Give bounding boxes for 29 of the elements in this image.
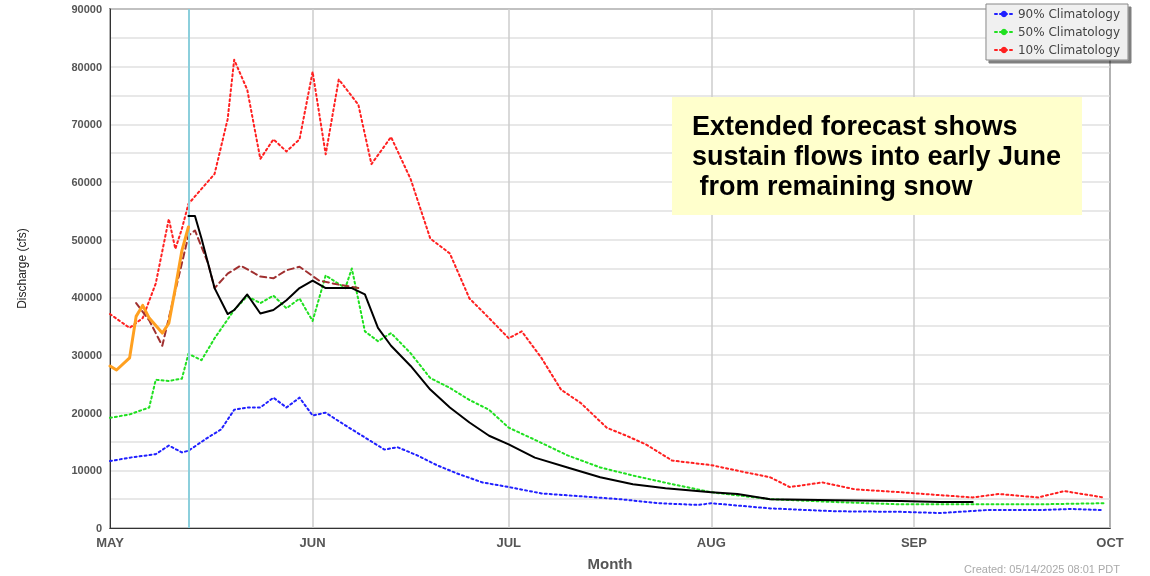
line-series [109, 58, 1105, 499]
x-tick-label: SEP [900, 535, 928, 550]
y-tick-label: 50000 [71, 233, 102, 246]
x-tick-label: JUL [496, 535, 522, 550]
line-series [108, 225, 190, 372]
legend-label: 50% Climatology [1017, 25, 1121, 39]
y-axis-title: Discharge (cfs) [15, 228, 29, 309]
annotation: Extended forecast shows sustain flows into early June from remaining snow [692, 111, 1062, 201]
x-tick-label: AUG [696, 535, 726, 550]
text: Created: 05/14/2025 08:01 PDT [964, 562, 1121, 575]
y-tick-label: 30000 [71, 349, 102, 361]
legend-label: 10% Climatology [1017, 43, 1121, 57]
x-tick-label: MAY [96, 535, 125, 550]
y-tick-label: 90000 [71, 3, 102, 15]
y-tick-label: 60000 [71, 176, 102, 188]
line-series [187, 215, 974, 504]
line-series [135, 229, 360, 347]
y-tick-label: 70000 [71, 118, 102, 131]
x-tick-label: JUN [299, 535, 326, 550]
y-tick-label: 0 [95, 522, 102, 534]
x-axis-title: Month [587, 555, 633, 572]
y-tick-label: 80000 [71, 60, 102, 73]
y-tick-label: 10000 [71, 464, 102, 477]
legend-label: 90% Climatology [1017, 7, 1121, 21]
y-tick-label: 40000 [71, 291, 102, 304]
x-tick-label: OCT [1096, 535, 1124, 550]
line-series [109, 396, 1105, 515]
line-series [109, 267, 1105, 506]
y-tick-label: 20000 [71, 406, 102, 419]
